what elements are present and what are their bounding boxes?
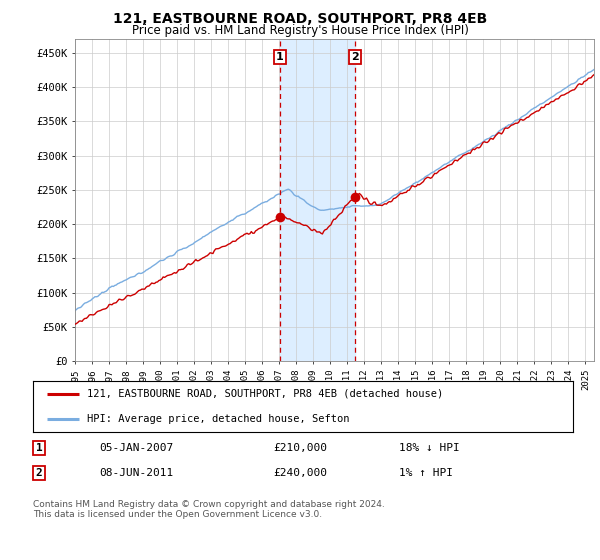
Text: Price paid vs. HM Land Registry's House Price Index (HPI): Price paid vs. HM Land Registry's House … — [131, 24, 469, 36]
Text: 1: 1 — [276, 52, 284, 62]
Text: 2: 2 — [35, 468, 43, 478]
Text: £210,000: £210,000 — [273, 443, 327, 453]
Text: £240,000: £240,000 — [273, 468, 327, 478]
Text: 08-JUN-2011: 08-JUN-2011 — [99, 468, 173, 478]
Text: 18% ↓ HPI: 18% ↓ HPI — [399, 443, 460, 453]
Text: 121, EASTBOURNE ROAD, SOUTHPORT, PR8 4EB (detached house): 121, EASTBOURNE ROAD, SOUTHPORT, PR8 4EB… — [87, 389, 443, 399]
Bar — [280, 39, 355, 361]
Text: 1% ↑ HPI: 1% ↑ HPI — [399, 468, 453, 478]
Text: 1: 1 — [35, 443, 43, 453]
Text: 121, EASTBOURNE ROAD, SOUTHPORT, PR8 4EB: 121, EASTBOURNE ROAD, SOUTHPORT, PR8 4EB — [113, 12, 487, 26]
Text: Contains HM Land Registry data © Crown copyright and database right 2024.
This d: Contains HM Land Registry data © Crown c… — [33, 500, 385, 519]
Text: 05-JAN-2007: 05-JAN-2007 — [99, 443, 173, 453]
Text: HPI: Average price, detached house, Sefton: HPI: Average price, detached house, Seft… — [87, 414, 349, 424]
Text: 2: 2 — [351, 52, 359, 62]
